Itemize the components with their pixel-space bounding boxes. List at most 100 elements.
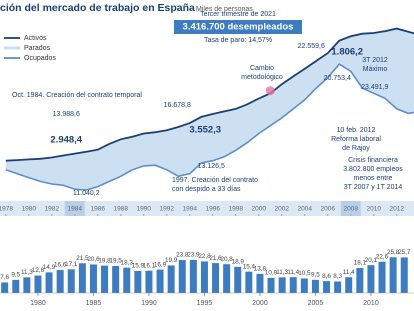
bar bbox=[134, 270, 142, 293]
bar bbox=[78, 263, 86, 293]
bar-value-label: 20,6 bbox=[87, 256, 100, 263]
bar-value-label: 14,9 bbox=[43, 264, 56, 271]
note: Tercer trimestre de 2021 bbox=[200, 11, 276, 18]
bar bbox=[12, 279, 20, 293]
series-line bbox=[5, 63, 414, 191]
note: Cambio bbox=[250, 65, 274, 72]
bar-value-label: 25,8 bbox=[387, 249, 400, 256]
x-tick-label: 2008 bbox=[344, 206, 359, 213]
note: Tasa de paro: 14,57% bbox=[204, 37, 272, 44]
value-annotation: 3.552,3 bbox=[189, 125, 221, 136]
x-tick-label: 2010 bbox=[363, 300, 379, 307]
bar-value-label: 18,1 bbox=[354, 260, 367, 267]
x-tick-label: 2002 bbox=[275, 206, 290, 213]
x-tick-label: 1992 bbox=[160, 206, 175, 213]
bar-value-label: 8,3 bbox=[333, 273, 342, 280]
value-annotation: 23.491,9 bbox=[361, 84, 388, 91]
bar-value-label: 18,3 bbox=[121, 259, 134, 266]
bar-value-label: 12,6 bbox=[32, 267, 45, 274]
bar-value-label: 23,9 bbox=[187, 252, 200, 259]
bar bbox=[34, 275, 42, 293]
bar bbox=[267, 277, 275, 293]
bar bbox=[345, 277, 353, 293]
bar bbox=[67, 269, 75, 293]
bar-value-label: 15,9 bbox=[132, 263, 145, 270]
x-tick-label: 1996 bbox=[206, 206, 221, 213]
x-tick-label: 2004 bbox=[298, 206, 313, 213]
bar bbox=[234, 266, 242, 293]
bar bbox=[89, 264, 97, 293]
value-annotation: 13.988,6 bbox=[53, 111, 80, 118]
bar bbox=[189, 259, 197, 293]
note: 1997. Creación del contrato bbox=[172, 177, 258, 184]
note: Oct. 1984. Creación del contrato tempora… bbox=[12, 92, 142, 99]
bar-value-label: 11,3 bbox=[276, 269, 288, 276]
value-annotation: 13.126,5 bbox=[198, 163, 225, 170]
note: de Rajoy bbox=[342, 145, 370, 152]
bar bbox=[245, 271, 253, 293]
value-annotation: 20.753,4 bbox=[324, 75, 351, 82]
bar bbox=[323, 281, 331, 293]
bar-value-label: 16,6 bbox=[54, 262, 67, 269]
timeline-strip bbox=[0, 201, 414, 216]
note: 3T 2007 y 1T 2014 bbox=[344, 184, 403, 191]
bar-value-label: 13,8 bbox=[254, 266, 267, 273]
value-annotation: 1.806,2 bbox=[331, 47, 363, 58]
bar bbox=[45, 272, 53, 293]
bar-value-label: 21,5 bbox=[76, 255, 89, 262]
x-tick-label: 2000 bbox=[252, 206, 267, 213]
bar bbox=[400, 257, 408, 293]
bar bbox=[1, 282, 9, 293]
timeline-highlight bbox=[340, 201, 361, 216]
x-tick-label: 1994 bbox=[183, 206, 198, 213]
bar-value-label: 22,8 bbox=[198, 253, 211, 260]
x-tick-label: 2000 bbox=[252, 300, 268, 307]
bar bbox=[223, 264, 231, 293]
parados-area bbox=[5, 28, 414, 190]
bar bbox=[56, 270, 64, 293]
x-tick-label: 2012 bbox=[390, 206, 405, 213]
subtitle: Miles de personas bbox=[196, 6, 253, 13]
bar-value-label: 11,4 bbox=[343, 269, 355, 276]
note: 3.802.800 empleos bbox=[343, 166, 403, 173]
bar-value-label: 21,6 bbox=[209, 255, 222, 262]
bar bbox=[367, 265, 375, 293]
x-tick-label: 1984 bbox=[68, 206, 83, 213]
x-tick-label: 1988 bbox=[114, 206, 129, 213]
note: 3.416.700 desempleados bbox=[183, 22, 294, 33]
bar-value-label: 15,4 bbox=[243, 263, 256, 270]
x-tick-label: 2010 bbox=[367, 206, 382, 213]
bar-value-label: 19,8 bbox=[98, 257, 111, 264]
bar bbox=[311, 279, 319, 293]
value-annotation: 16.678,8 bbox=[164, 102, 191, 109]
bar-value-label: 20,1 bbox=[365, 257, 378, 264]
x-tick-label: 1985 bbox=[86, 300, 102, 307]
note: 3T 2012 bbox=[362, 57, 388, 64]
bar bbox=[23, 277, 31, 293]
legend-label: Parados bbox=[24, 45, 51, 52]
x-tick-label: 1998 bbox=[229, 206, 244, 213]
bar bbox=[256, 273, 264, 293]
bar-value-label: 10,5 bbox=[298, 270, 311, 277]
legend-label: Ocupados bbox=[24, 55, 56, 62]
bar-value-label: 20,8 bbox=[221, 256, 234, 263]
note: metodológico bbox=[241, 74, 283, 81]
bar bbox=[378, 261, 386, 293]
x-tick-label: 1990 bbox=[141, 300, 157, 307]
x-tick-label: 1980 bbox=[30, 300, 46, 307]
bar-value-label: 11,3 bbox=[21, 269, 33, 276]
bar bbox=[112, 266, 120, 293]
bar bbox=[167, 265, 175, 293]
x-tick-label: 2005 bbox=[308, 300, 324, 307]
bar-value-label: 19,5 bbox=[110, 258, 123, 265]
series-line bbox=[5, 27, 414, 162]
title: ción del mercado de trabajo en España bbox=[0, 2, 195, 14]
x-tick-label: 1986 bbox=[91, 206, 106, 213]
bar-value-label: 23,8 bbox=[176, 252, 189, 259]
bar bbox=[101, 265, 109, 293]
bar-value-label: 25,7 bbox=[398, 249, 411, 256]
bar bbox=[389, 257, 397, 293]
bar-value-label: 7,6 bbox=[0, 274, 9, 281]
bar-value-label: 16,9 bbox=[154, 261, 167, 268]
